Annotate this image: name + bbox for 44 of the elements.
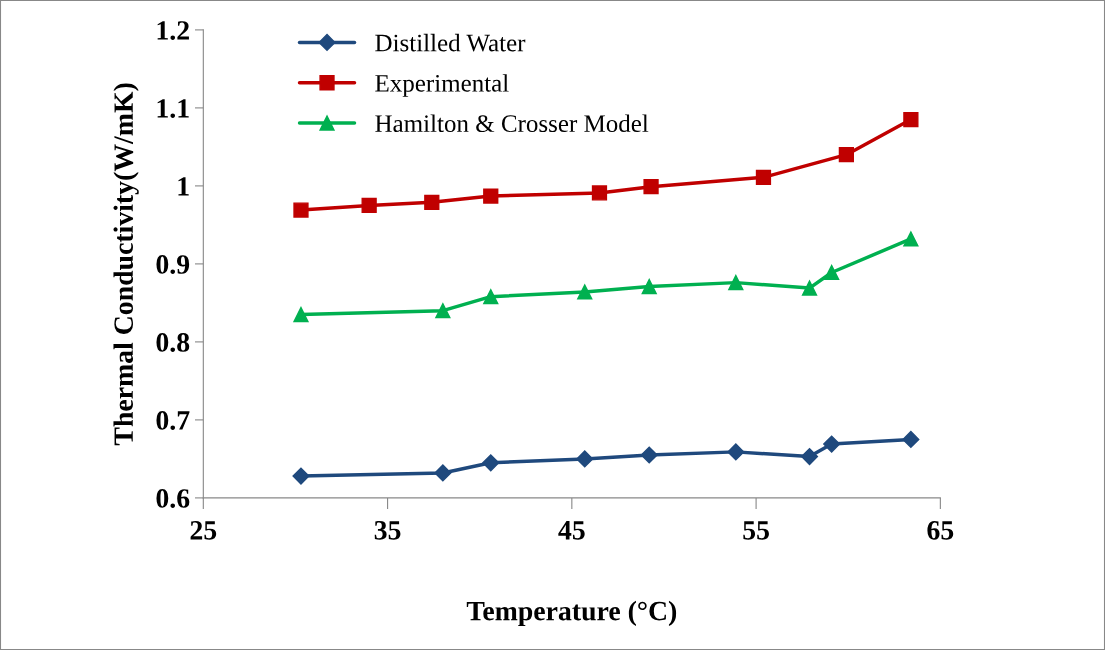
y-tick-label: 1.2 [157, 21, 189, 40]
point [727, 443, 745, 461]
legend-label: Experimental [375, 74, 509, 97]
point [292, 467, 310, 485]
y-tick-label: 1.1 [157, 99, 189, 118]
point [641, 278, 657, 295]
point [728, 274, 744, 291]
point [424, 194, 440, 210]
x-tick-label: 55 [743, 521, 769, 540]
point [576, 450, 594, 468]
y-tick-label: 1 [178, 177, 189, 196]
x-tick-label: 65 [927, 521, 954, 540]
point [482, 454, 500, 472]
legend-label: Distilled Water [375, 33, 526, 52]
point [483, 289, 499, 305]
legend-label: Hamilton & Crosser Model [375, 114, 649, 133]
y-tick-label: 0.8 [156, 333, 190, 352]
y-tick-label: 0.6 [156, 489, 190, 508]
point [483, 188, 499, 204]
point [903, 231, 919, 247]
point [903, 111, 919, 128]
point [577, 284, 593, 300]
point [361, 197, 377, 214]
x-tick-label: 25 [190, 521, 217, 540]
point [643, 179, 659, 195]
point [293, 202, 309, 218]
x-tick-label: 35 [374, 521, 401, 540]
point [800, 448, 819, 466]
y-tick-label: 0.7 [156, 411, 190, 430]
point [824, 264, 840, 281]
point [755, 169, 772, 185]
point [640, 446, 658, 464]
point [434, 464, 452, 482]
x-tick-label: 45 [558, 521, 585, 540]
x-axis-title: Temperature (°C) [466, 600, 677, 627]
point [435, 303, 451, 319]
point [591, 185, 608, 201]
point [801, 280, 818, 296]
y-axis-title: Thermal Conductivity(W/mK) [113, 83, 139, 446]
point [838, 147, 855, 163]
y-tick-label: 0.9 [156, 255, 190, 274]
point [293, 306, 309, 323]
point [902, 430, 920, 448]
point [823, 435, 841, 453]
